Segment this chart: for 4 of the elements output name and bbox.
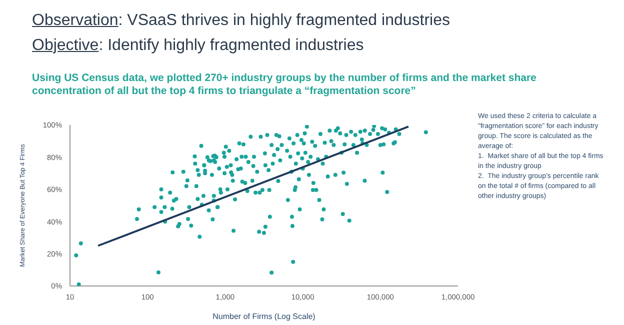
chart-subtitle: Objective: Identify highly fragmented industries xyxy=(32,37,364,55)
text: Using US Census data, we plotted 270+ industry groups by the number of firms and the market share concentration of all but the top 4 firms to triangulate a “fragmentation score” xyxy=(32,72,538,98)
x-axis-title: Number of Firms (Log Scale) xyxy=(212,312,316,321)
chart-title: Observation: VSaaS thrives in highly fragmented industries xyxy=(32,12,450,30)
